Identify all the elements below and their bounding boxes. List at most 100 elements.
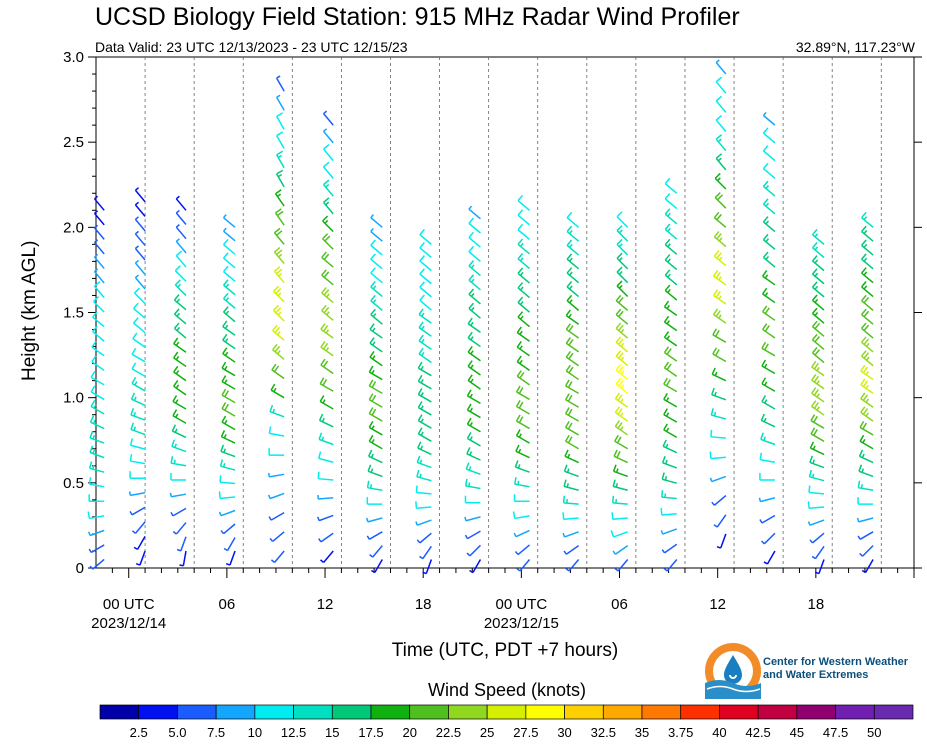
barb-shaft	[720, 533, 727, 549]
barb-full	[666, 363, 672, 371]
barb-half	[661, 549, 666, 554]
barb-shaft	[517, 272, 531, 284]
wind-barb	[419, 242, 432, 259]
barb-shaft	[661, 512, 677, 516]
wind-barb	[419, 255, 432, 272]
plot-frame	[95, 56, 915, 569]
barb-half	[420, 431, 424, 436]
wind-barb	[861, 253, 874, 270]
wind-barb	[762, 198, 776, 215]
barb-full	[813, 388, 819, 396]
barb-full	[615, 308, 622, 316]
x-tick-label: 00 UTC	[103, 596, 155, 613]
barb-half	[519, 286, 524, 291]
wind-barb	[715, 134, 727, 152]
barb-full	[133, 302, 139, 310]
barb-full	[274, 266, 281, 272]
barb-full	[612, 495, 615, 503]
barb-shaft	[318, 514, 334, 522]
wind-barb	[758, 497, 776, 503]
barb-shaft	[663, 398, 678, 408]
barb-half	[861, 468, 865, 473]
barb-full	[711, 367, 716, 375]
barb-full	[93, 296, 100, 303]
barb-shaft	[419, 286, 432, 298]
barb-shaft	[615, 341, 629, 353]
barb-full	[663, 361, 670, 369]
barb-shaft	[465, 516, 481, 522]
colorbar-label: 40	[712, 725, 726, 740]
barb-shaft	[711, 373, 727, 382]
barb-half	[272, 408, 276, 414]
barb-shaft	[221, 394, 236, 404]
barb-full	[861, 336, 867, 343]
barb-full	[810, 414, 816, 422]
barb-half	[861, 453, 865, 458]
wind-barb	[323, 179, 334, 197]
colorbar-swatch	[564, 704, 604, 720]
wind-barb	[564, 434, 579, 450]
barb-shaft	[711, 475, 727, 483]
barb-full	[612, 464, 617, 472]
colorbar-label: 12.5	[281, 725, 306, 740]
wind-barb	[93, 195, 105, 211]
barb-half	[516, 567, 521, 572]
wind-barb	[223, 537, 236, 552]
barb-full	[516, 326, 522, 334]
barb-half	[612, 550, 617, 555]
barb-full	[173, 380, 179, 387]
wind-barb	[93, 224, 105, 240]
barb-full	[419, 281, 425, 288]
wind-barb	[417, 361, 432, 377]
barb-full	[419, 228, 425, 236]
wind-barb	[614, 420, 629, 436]
barb-shaft	[370, 258, 383, 270]
barb-full	[368, 420, 374, 428]
wind-barb	[713, 211, 727, 228]
colorbar-swatch	[177, 704, 217, 720]
wind-barb	[468, 288, 481, 305]
barb-shaft	[713, 255, 727, 267]
barb-shaft	[616, 285, 629, 298]
barb-full	[811, 333, 818, 341]
barb-half	[270, 559, 275, 564]
barb-shaft	[368, 531, 383, 540]
wind-barb	[170, 507, 187, 517]
barb-full	[221, 361, 227, 369]
wind-barb	[220, 523, 236, 535]
barb-half	[620, 356, 625, 361]
barb-full	[814, 322, 821, 330]
barb-shaft	[130, 428, 146, 436]
wind-barb	[762, 287, 776, 304]
barb-half	[277, 311, 282, 316]
barb-half	[762, 111, 767, 116]
wind-barb	[564, 407, 579, 422]
barb-shaft	[174, 270, 187, 282]
barb-shaft	[712, 334, 727, 343]
barb-half	[134, 381, 138, 386]
barb-full	[276, 249, 283, 256]
barb-full	[664, 223, 671, 230]
wind-barb	[516, 355, 530, 371]
barb-full	[171, 424, 177, 432]
wind-barb	[611, 512, 628, 521]
barb-shaft	[517, 287, 531, 299]
barb-shaft	[223, 271, 236, 282]
barb-half	[667, 212, 671, 217]
barb-full	[468, 260, 475, 267]
barb-full	[715, 291, 721, 298]
barb-shaft	[175, 522, 187, 535]
wind-barb	[369, 350, 383, 367]
barb-full	[713, 250, 720, 257]
barb-half	[225, 297, 230, 302]
barb-full	[171, 439, 175, 447]
barb-half	[372, 285, 377, 290]
barb-shaft	[468, 251, 481, 262]
wind-barb	[515, 385, 530, 401]
barb-half	[92, 419, 96, 424]
wind-barb	[761, 359, 776, 375]
barb-shaft	[89, 467, 105, 473]
barb-full	[714, 349, 720, 356]
barb-full	[858, 449, 864, 457]
barb-full	[90, 400, 96, 407]
